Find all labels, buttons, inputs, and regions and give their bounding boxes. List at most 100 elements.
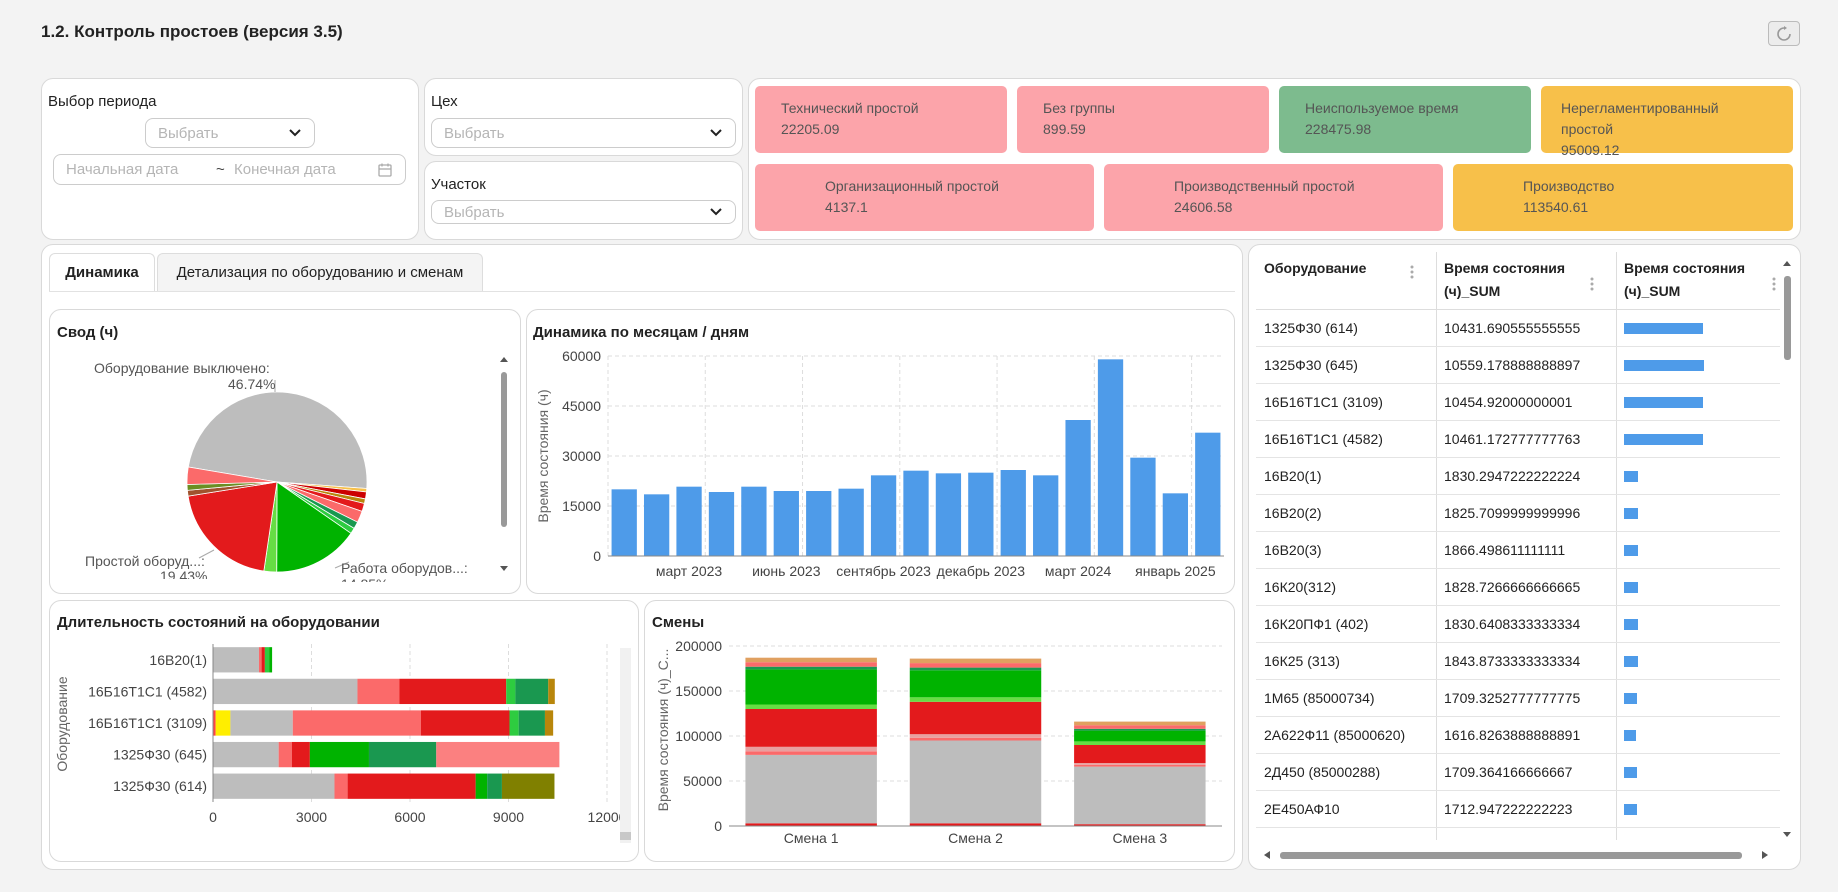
- equipment-cell: 16Б16Т1С1 (3109): [1264, 394, 1383, 410]
- pie-label-off-pct: 46.74%: [228, 376, 276, 392]
- column-header-time-sum-bar[interactable]: Время состояния (ч)_SUM: [1616, 252, 1780, 310]
- pie-label-idle: Простой оборуд...:: [85, 553, 205, 569]
- table-vertical-scrollbar[interactable]: [1781, 256, 1793, 841]
- monthly-bar: [870, 475, 897, 556]
- workshop-select[interactable]: Выбрать: [431, 118, 736, 148]
- duration-bar-segment: [399, 678, 507, 705]
- table-row[interactable]: 16В20(1) 1830.2947222222224: [1256, 458, 1780, 495]
- column-menu-icon[interactable]: [1590, 276, 1594, 295]
- y-axis-label: Время состояния (ч): [535, 389, 551, 522]
- column-header-label: Время состояния (ч)_SUM: [1444, 260, 1566, 299]
- page-title: 1.2. Контроль простоев (версия 3.5): [41, 22, 343, 41]
- kpi-value: 4137.1: [825, 199, 868, 215]
- column-header-equipment[interactable]: Оборудование: [1256, 252, 1436, 310]
- time-sum-cell: 1843.8733333333334: [1444, 653, 1581, 669]
- equipment-cell: 1М65 (85000734): [1264, 690, 1375, 706]
- kpi-card-technical: Технический простой 22205.09: [755, 86, 1007, 153]
- table-row[interactable]: 1325Ф30 (614) 10431.690555555555: [1256, 310, 1780, 347]
- y-axis-label: Оборудование: [54, 676, 70, 771]
- table-horizontal-scrollbar[interactable]: [1260, 848, 1772, 860]
- tab-dynamics[interactable]: Динамика: [49, 253, 155, 291]
- x-tick-label: июнь 2023: [752, 563, 821, 579]
- section-select[interactable]: Выбрать: [431, 200, 736, 224]
- table-row[interactable]: 1М65 (85000734) 1709.3252777777775: [1256, 680, 1780, 717]
- kpi-value: 95009.12: [1561, 142, 1620, 158]
- pie-slice: [187, 481, 278, 572]
- kpi-card-production-downtime: Производственный простой 24606.58: [1104, 164, 1443, 231]
- monthly-chart-title: Динамика по месяцам / дням: [533, 324, 750, 341]
- time-sum-cell: 1712.947222222223: [1444, 801, 1573, 817]
- end-date-input[interactable]: Конечная дата: [234, 161, 336, 178]
- section-select-value: Выбрать: [444, 203, 505, 221]
- duration-bar-segment: [213, 710, 216, 736]
- monthly-bar: [611, 489, 637, 556]
- period-select[interactable]: Выбрать: [145, 118, 315, 148]
- shift-bar-segment: [1074, 766, 1206, 825]
- kpi-value: 22205.09: [781, 121, 840, 137]
- y-tick-label: 16Б16Т1С1 (3109): [88, 715, 207, 731]
- kpi-label: Технический простой: [781, 100, 919, 116]
- table-row[interactable]: 16К20ПФ1 (402) 1830.6408333333334: [1256, 606, 1780, 643]
- duration-bar-segment: [548, 678, 555, 705]
- time-sum-cell: 10454.92000000001: [1444, 394, 1573, 410]
- table-row[interactable]: 16В20(2) 1825.7099999999996: [1256, 495, 1780, 532]
- table-row[interactable]: 16Б16Т1С1 (3109) 10454.92000000001: [1256, 384, 1780, 421]
- table-row[interactable]: 2Е450АФ10 1712.947222222223: [1256, 791, 1780, 828]
- shift-bar-segment: [745, 666, 877, 670]
- time-sum-cell: 10559.178888888897: [1444, 357, 1581, 373]
- duration-bar-segment: [436, 741, 560, 768]
- refresh-button[interactable]: [1768, 21, 1800, 46]
- table-row[interactable]: 2А622Ф11 (85000620) 1616.8263888888891: [1256, 717, 1780, 754]
- date-range-picker[interactable]: Начальная дата ~ Конечная дата: [53, 154, 406, 185]
- kpi-value: 113540.61: [1523, 199, 1589, 215]
- time-sum-cell: 10431.690555555555: [1444, 320, 1581, 336]
- calendar-icon: [378, 163, 392, 177]
- y-tick-label: 0: [593, 548, 601, 564]
- x-tick-label: 3000: [296, 809, 327, 825]
- start-date-input[interactable]: Начальная дата: [66, 161, 179, 178]
- pie-label-work: Работа оборудов...:: [341, 560, 468, 576]
- time-sum-cell: 1866.498611111111: [1444, 542, 1566, 558]
- duration-bar-segment: [501, 773, 555, 799]
- pie-legend-scrollbar[interactable]: [499, 353, 509, 575]
- equipment-cell: 1325Ф30 (614): [1264, 320, 1358, 336]
- equipment-cell: 16К25 (313): [1264, 653, 1340, 669]
- duration-bar-segment: [230, 710, 293, 736]
- kpi-value: 899.59: [1043, 121, 1086, 137]
- table-row[interactable]: 16К20(312) 1828.7266666666665: [1256, 569, 1780, 606]
- shift-bar-segment: [909, 823, 1042, 826]
- pie-slice: [276, 481, 352, 573]
- table-row[interactable]: 2Д450 (85000288) 1709.364166666667: [1256, 754, 1780, 791]
- tab-equipment-shifts-detail[interactable]: Детализация по оборудованию и сменам: [157, 253, 483, 291]
- shift-bar-segment: [909, 663, 1042, 668]
- shift-bar-segment: [745, 662, 877, 667]
- column-menu-icon[interactable]: [1410, 264, 1414, 283]
- duration-bar-segment: [509, 710, 519, 736]
- time-sum-cell: 1830.6408333333334: [1444, 616, 1581, 632]
- table-row[interactable]: 16В20(3) 1866.498611111111: [1256, 532, 1780, 569]
- time-sum-cell: 10461.172777777763: [1444, 431, 1581, 447]
- shift-bar-segment: [745, 746, 877, 752]
- x-tick-label: Смена 3: [1112, 830, 1167, 846]
- y-tick-label: 1325Ф30 (614): [113, 778, 207, 794]
- shift-bar-segment: [909, 667, 1042, 671]
- table-row[interactable]: 1325Ф30 (645) 10559.178888888897: [1256, 347, 1780, 384]
- time-sum-databar: [1624, 582, 1638, 593]
- table-row[interactable]: 16К25 (313) 1843.8733333333334: [1256, 643, 1780, 680]
- time-sum-databar: [1624, 767, 1637, 778]
- section-label: Участок: [431, 176, 486, 193]
- duration-bar-segment: [368, 741, 437, 768]
- pie-slice: [186, 466, 278, 485]
- column-menu-icon[interactable]: [1772, 276, 1776, 295]
- y-tick-label: 30000: [562, 448, 601, 464]
- range-separator: ~: [216, 161, 225, 178]
- equipment-cell: 16К20(312): [1264, 579, 1336, 595]
- column-header-time-sum[interactable]: Время состояния (ч)_SUM: [1436, 252, 1616, 310]
- kpi-label: Неиспользуемое время: [1305, 100, 1459, 116]
- monthly-bar: [1195, 432, 1221, 556]
- equipment-cell: 1325Ф30 (645): [1264, 357, 1358, 373]
- table-row[interactable]: 16Б16Т1С1 (4582) 10461.172777777763: [1256, 421, 1780, 458]
- x-tick-label: январь 2025: [1135, 563, 1216, 579]
